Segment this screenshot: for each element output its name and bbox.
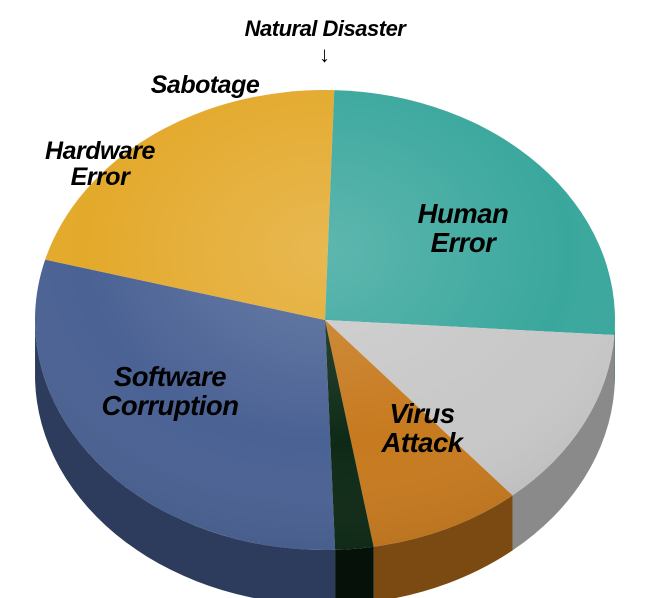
callout-arrow: ↓ — [319, 42, 330, 68]
label-natural-disaster: Natural Disaster — [205, 16, 445, 42]
label-virus-attack: Virus Attack — [292, 400, 552, 458]
label-human-error: Human Error — [333, 200, 593, 258]
label-software-corruption: Software Corruption — [40, 363, 300, 421]
pie-chart-3d: Human Error Virus AttackSoftware Corrupti… — [0, 0, 650, 598]
label-sabotage: Sabotage — [75, 72, 335, 98]
label-hardware-error: Hardware Error — [0, 138, 230, 191]
